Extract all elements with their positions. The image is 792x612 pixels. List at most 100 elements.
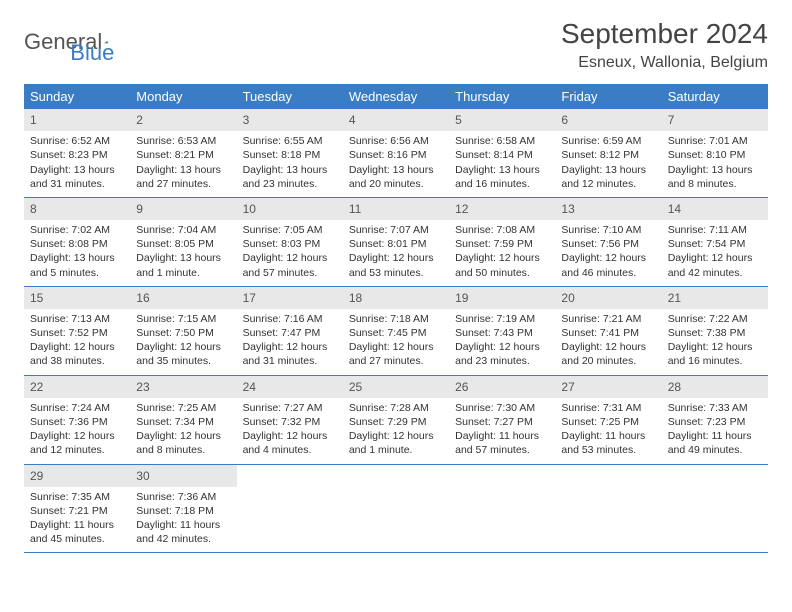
day-body: Sunrise: 7:33 AMSunset: 7:23 PMDaylight:… bbox=[662, 398, 768, 464]
day-number: 13 bbox=[555, 198, 661, 220]
day-body: Sunrise: 7:07 AMSunset: 8:01 PMDaylight:… bbox=[343, 220, 449, 286]
daylight-text: Daylight: 13 hours bbox=[30, 163, 124, 177]
day-cell: 8Sunrise: 7:02 AMSunset: 8:08 PMDaylight… bbox=[24, 198, 130, 286]
day-cell: 25Sunrise: 7:28 AMSunset: 7:29 PMDayligh… bbox=[343, 376, 449, 464]
day-body: Sunrise: 7:24 AMSunset: 7:36 PMDaylight:… bbox=[24, 398, 130, 464]
day-body: Sunrise: 6:59 AMSunset: 8:12 PMDaylight:… bbox=[555, 131, 661, 197]
page-title: September 2024 bbox=[561, 18, 768, 50]
dow-cell: Wednesday bbox=[343, 84, 449, 109]
day-number: 23 bbox=[130, 376, 236, 398]
daylight-text: and 31 minutes. bbox=[30, 177, 124, 191]
day-cell: 10Sunrise: 7:05 AMSunset: 8:03 PMDayligh… bbox=[237, 198, 343, 286]
dow-cell: Saturday bbox=[662, 84, 768, 109]
day-body: Sunrise: 6:58 AMSunset: 8:14 PMDaylight:… bbox=[449, 131, 555, 197]
daylight-text: Daylight: 12 hours bbox=[455, 251, 549, 265]
daylight-text: and 38 minutes. bbox=[30, 354, 124, 368]
sunrise-text: Sunrise: 6:52 AM bbox=[30, 134, 124, 148]
sunrise-text: Sunrise: 7:16 AM bbox=[243, 312, 337, 326]
day-number bbox=[449, 465, 555, 471]
day-number bbox=[237, 465, 343, 471]
day-body: Sunrise: 7:27 AMSunset: 7:32 PMDaylight:… bbox=[237, 398, 343, 464]
day-cell: 30Sunrise: 7:36 AMSunset: 7:18 PMDayligh… bbox=[130, 465, 236, 553]
sunset-text: Sunset: 7:54 PM bbox=[668, 237, 762, 251]
daylight-text: and 27 minutes. bbox=[349, 354, 443, 368]
day-number: 21 bbox=[662, 287, 768, 309]
daylight-text: and 23 minutes. bbox=[243, 177, 337, 191]
week-row: 8Sunrise: 7:02 AMSunset: 8:08 PMDaylight… bbox=[24, 198, 768, 287]
day-cell: 23Sunrise: 7:25 AMSunset: 7:34 PMDayligh… bbox=[130, 376, 236, 464]
daylight-text: and 8 minutes. bbox=[668, 177, 762, 191]
sunrise-text: Sunrise: 6:56 AM bbox=[349, 134, 443, 148]
dow-cell: Sunday bbox=[24, 84, 130, 109]
day-number bbox=[343, 465, 449, 471]
day-cell bbox=[555, 465, 661, 553]
day-body: Sunrise: 7:11 AMSunset: 7:54 PMDaylight:… bbox=[662, 220, 768, 286]
daylight-text: Daylight: 11 hours bbox=[561, 429, 655, 443]
daylight-text: Daylight: 12 hours bbox=[30, 340, 124, 354]
daylight-text: Daylight: 12 hours bbox=[243, 429, 337, 443]
sunset-text: Sunset: 7:18 PM bbox=[136, 504, 230, 518]
sunset-text: Sunset: 8:23 PM bbox=[30, 148, 124, 162]
sunrise-text: Sunrise: 7:13 AM bbox=[30, 312, 124, 326]
sunrise-text: Sunrise: 6:53 AM bbox=[136, 134, 230, 148]
daylight-text: and 57 minutes. bbox=[243, 266, 337, 280]
day-cell: 4Sunrise: 6:56 AMSunset: 8:16 PMDaylight… bbox=[343, 109, 449, 197]
daylight-text: and 1 minute. bbox=[349, 443, 443, 457]
daylight-text: and 31 minutes. bbox=[243, 354, 337, 368]
day-number: 30 bbox=[130, 465, 236, 487]
day-cell: 20Sunrise: 7:21 AMSunset: 7:41 PMDayligh… bbox=[555, 287, 661, 375]
daylight-text: Daylight: 13 hours bbox=[243, 163, 337, 177]
day-number: 4 bbox=[343, 109, 449, 131]
daylight-text: and 12 minutes. bbox=[30, 443, 124, 457]
day-number: 9 bbox=[130, 198, 236, 220]
day-cell: 18Sunrise: 7:18 AMSunset: 7:45 PMDayligh… bbox=[343, 287, 449, 375]
sunrise-text: Sunrise: 7:24 AM bbox=[30, 401, 124, 415]
sunset-text: Sunset: 7:50 PM bbox=[136, 326, 230, 340]
day-cell bbox=[343, 465, 449, 553]
logo: General Blue bbox=[24, 18, 114, 66]
daylight-text: Daylight: 13 hours bbox=[561, 163, 655, 177]
day-cell: 13Sunrise: 7:10 AMSunset: 7:56 PMDayligh… bbox=[555, 198, 661, 286]
daylight-text: Daylight: 12 hours bbox=[561, 340, 655, 354]
day-number bbox=[662, 465, 768, 471]
day-cell: 16Sunrise: 7:15 AMSunset: 7:50 PMDayligh… bbox=[130, 287, 236, 375]
daylight-text: Daylight: 12 hours bbox=[349, 429, 443, 443]
sunrise-text: Sunrise: 6:59 AM bbox=[561, 134, 655, 148]
title-block: September 2024 Esneux, Wallonia, Belgium bbox=[561, 18, 768, 72]
day-body: Sunrise: 7:01 AMSunset: 8:10 PMDaylight:… bbox=[662, 131, 768, 197]
sunset-text: Sunset: 7:52 PM bbox=[30, 326, 124, 340]
daylight-text: Daylight: 12 hours bbox=[349, 251, 443, 265]
daylight-text: and 50 minutes. bbox=[455, 266, 549, 280]
day-body: Sunrise: 7:25 AMSunset: 7:34 PMDaylight:… bbox=[130, 398, 236, 464]
daylight-text: Daylight: 11 hours bbox=[136, 518, 230, 532]
day-number: 6 bbox=[555, 109, 661, 131]
day-cell: 21Sunrise: 7:22 AMSunset: 7:38 PMDayligh… bbox=[662, 287, 768, 375]
sunset-text: Sunset: 8:01 PM bbox=[349, 237, 443, 251]
daylight-text: Daylight: 12 hours bbox=[243, 340, 337, 354]
logo-word2: Blue bbox=[70, 40, 114, 66]
day-cell: 2Sunrise: 6:53 AMSunset: 8:21 PMDaylight… bbox=[130, 109, 236, 197]
daylight-text: Daylight: 12 hours bbox=[668, 340, 762, 354]
day-cell: 26Sunrise: 7:30 AMSunset: 7:27 PMDayligh… bbox=[449, 376, 555, 464]
daylight-text: and 35 minutes. bbox=[136, 354, 230, 368]
sunset-text: Sunset: 8:16 PM bbox=[349, 148, 443, 162]
sunrise-text: Sunrise: 7:31 AM bbox=[561, 401, 655, 415]
day-body: Sunrise: 7:28 AMSunset: 7:29 PMDaylight:… bbox=[343, 398, 449, 464]
daylight-text: Daylight: 13 hours bbox=[30, 251, 124, 265]
daylight-text: Daylight: 12 hours bbox=[30, 429, 124, 443]
dow-cell: Friday bbox=[555, 84, 661, 109]
sunset-text: Sunset: 7:41 PM bbox=[561, 326, 655, 340]
day-cell: 19Sunrise: 7:19 AMSunset: 7:43 PMDayligh… bbox=[449, 287, 555, 375]
daylight-text: Daylight: 12 hours bbox=[136, 429, 230, 443]
sunset-text: Sunset: 8:18 PM bbox=[243, 148, 337, 162]
week-row: 15Sunrise: 7:13 AMSunset: 7:52 PMDayligh… bbox=[24, 287, 768, 376]
day-number: 15 bbox=[24, 287, 130, 309]
daylight-text: Daylight: 11 hours bbox=[455, 429, 549, 443]
day-cell: 27Sunrise: 7:31 AMSunset: 7:25 PMDayligh… bbox=[555, 376, 661, 464]
sunset-text: Sunset: 7:27 PM bbox=[455, 415, 549, 429]
daylight-text: Daylight: 13 hours bbox=[136, 163, 230, 177]
daylight-text: Daylight: 12 hours bbox=[136, 340, 230, 354]
daylight-text: and 49 minutes. bbox=[668, 443, 762, 457]
day-number: 20 bbox=[555, 287, 661, 309]
day-body: Sunrise: 7:13 AMSunset: 7:52 PMDaylight:… bbox=[24, 309, 130, 375]
